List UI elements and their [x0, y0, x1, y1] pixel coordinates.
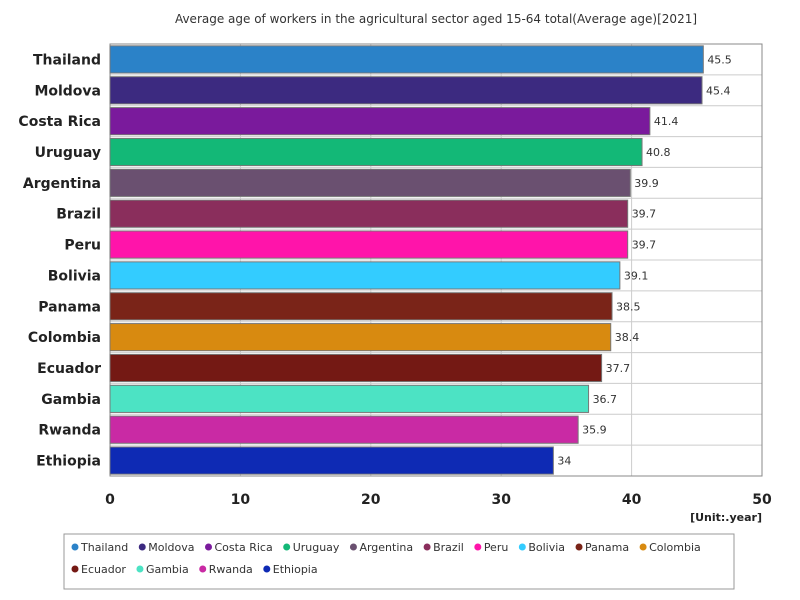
category-label: Brazil	[56, 207, 101, 223]
legend-item-label: Peru	[484, 541, 509, 554]
legend: Thailand Moldova Costa Rica Uruguay Argentin…	[71, 541, 701, 576]
value-label: 37.7	[606, 362, 631, 375]
value-label: 39.7	[632, 208, 657, 221]
legend-marker	[575, 543, 583, 551]
legend-marker	[199, 565, 207, 573]
bar	[109, 446, 554, 475]
value-label: 45.5	[707, 53, 732, 66]
bar	[109, 168, 631, 197]
bar	[109, 107, 651, 136]
category-label: Costa Rica	[18, 114, 101, 130]
legend-marker	[263, 565, 271, 573]
category-label: Colombia	[28, 330, 101, 346]
legend-marker	[136, 565, 144, 573]
category-label: Gambia	[41, 392, 101, 408]
x-tick-label: 30	[491, 492, 511, 508]
legend-marker	[639, 543, 647, 551]
legend-marker	[205, 543, 212, 551]
legend-item-label: Gambia	[146, 563, 189, 576]
legend-marker	[283, 543, 291, 551]
bar	[109, 45, 704, 74]
legend-item-label: Uruguay	[293, 541, 340, 554]
bar	[109, 353, 603, 383]
category-label: Moldova	[34, 83, 101, 99]
x-tick-label: 10	[231, 492, 251, 508]
bar	[109, 137, 643, 167]
value-label: 45.4	[706, 84, 731, 97]
category-label: Peru	[64, 238, 101, 254]
category-label: Bolivia	[48, 268, 101, 284]
legend-marker	[349, 543, 357, 551]
x-tick-label: 0	[105, 492, 115, 508]
legend-item-label: Bolivia	[528, 541, 565, 554]
category-label: Uruguay	[35, 145, 101, 161]
legend-item-label: Ethiopia	[273, 563, 318, 576]
bar	[109, 230, 629, 259]
category-label: Thailand	[33, 52, 101, 68]
chart-title: Average age of workers in the agricultur…	[175, 12, 697, 26]
x-tick-label: 20	[361, 492, 381, 508]
legend-item-label: Rwanda	[209, 563, 253, 576]
bar	[109, 292, 613, 321]
value-label: 38.5	[616, 300, 641, 313]
bar	[109, 261, 621, 290]
category-labels: Thailand Moldova Costa Rica Uruguay Argentin…	[18, 52, 101, 469]
value-label: 39.7	[632, 239, 657, 252]
bar	[109, 199, 629, 228]
value-label: 40.8	[646, 146, 671, 159]
x-tick-label: 50	[752, 492, 772, 508]
value-label: 36.7	[593, 393, 618, 406]
x-tick-label: 40	[622, 492, 642, 508]
bar	[109, 384, 590, 413]
legend-item-label: Costa Rica	[215, 541, 273, 554]
category-label: Ecuador	[37, 361, 101, 377]
legend-item-label: Thailand	[80, 541, 128, 554]
bar	[109, 415, 579, 444]
legend-marker	[71, 543, 79, 551]
legend-item-label: Argentina	[359, 541, 413, 554]
legend-marker	[423, 543, 431, 551]
x-axis-ticks: 0 10 20 30 40 50	[105, 492, 772, 508]
category-label: Rwanda	[38, 423, 101, 439]
value-label: 34	[557, 455, 571, 468]
category-label: Ethiopia	[36, 454, 101, 470]
value-label: 39.9	[634, 177, 659, 190]
legend-marker	[138, 543, 146, 551]
value-labels: 45.5 45.4 41.4 40.8 39.9 39.7 39.7 39.1 38.5 38.4…	[557, 53, 731, 467]
legend-item-label: Brazil	[433, 541, 464, 554]
bar	[109, 76, 703, 105]
category-label: Argentina	[23, 176, 101, 192]
bar	[109, 323, 612, 352]
legend-item-label: Moldova	[148, 541, 194, 554]
legend-item-label: Panama	[585, 541, 629, 554]
legend-box	[63, 533, 735, 590]
legend-marker	[71, 565, 79, 573]
bars-group	[109, 45, 704, 475]
category-label: Panama	[38, 299, 101, 315]
value-label: 35.9	[582, 424, 607, 437]
plot-area-border	[109, 43, 763, 477]
legend-item-label: Ecuador	[81, 563, 126, 576]
value-label: 41.4	[654, 115, 679, 128]
legend-marker	[518, 543, 526, 551]
value-label: 38.4	[615, 331, 640, 344]
value-label: 39.1	[624, 269, 649, 282]
legend-marker	[474, 543, 482, 551]
unit-label: [Unit:.year]	[690, 511, 762, 524]
legend-item-label: Colombia	[649, 541, 701, 554]
